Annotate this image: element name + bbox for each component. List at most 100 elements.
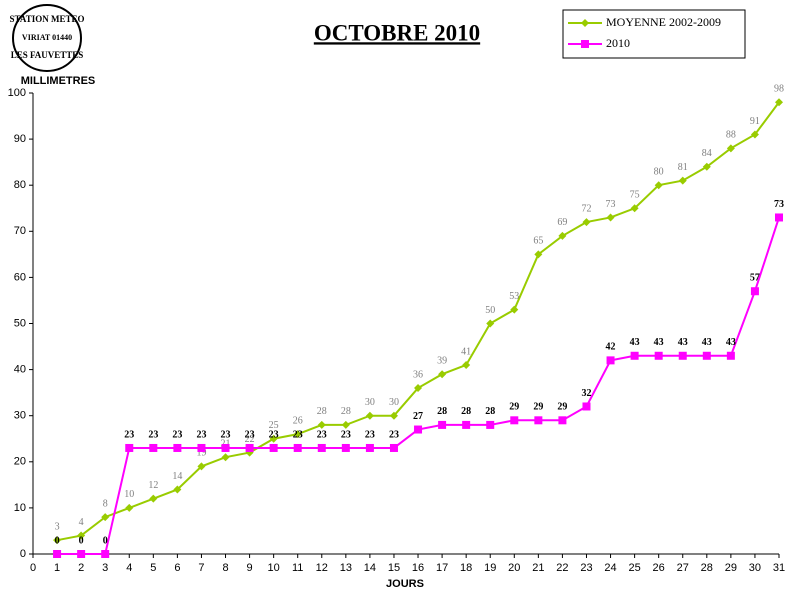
- data-label: 84: [702, 148, 712, 159]
- data-label: 28: [461, 406, 471, 417]
- x-tick-label: 29: [725, 562, 737, 574]
- marker: [678, 176, 687, 185]
- series-line: [56, 101, 780, 542]
- marker: [221, 443, 230, 452]
- data-label: 98: [774, 84, 784, 95]
- x-tick-label: 27: [677, 562, 689, 574]
- data-label: 39: [437, 356, 447, 367]
- marker: [606, 356, 615, 365]
- x-tick-label: 22: [556, 562, 568, 574]
- logo-text: LES FAUVETTES: [11, 50, 84, 60]
- marker: [341, 443, 350, 452]
- marker: [389, 411, 398, 420]
- marker: [293, 430, 302, 439]
- data-label: 23: [245, 429, 255, 440]
- data-label: 50: [485, 305, 495, 316]
- marker: [269, 443, 278, 452]
- data-label: 23: [293, 429, 303, 440]
- legend-box: [562, 9, 746, 59]
- x-tick-label: 21: [532, 562, 544, 574]
- x-tick-label: 26: [653, 562, 665, 574]
- data-label: 43: [726, 337, 736, 348]
- marker: [750, 287, 759, 296]
- marker: [438, 370, 447, 379]
- marker: [630, 204, 639, 213]
- logo: STATION METEO VIRIAT 01440 LES FAUVETTES: [10, 4, 85, 72]
- marker: [101, 513, 110, 522]
- data-label: 43: [678, 337, 688, 348]
- data-label: 23: [172, 429, 182, 440]
- data-label: 43: [702, 337, 712, 348]
- data-label: 14: [172, 471, 182, 482]
- x-tick-label: 23: [580, 562, 592, 574]
- marker: [125, 443, 134, 452]
- marker: [197, 443, 206, 452]
- x-tick-label: 13: [340, 562, 352, 574]
- marker: [606, 213, 615, 222]
- data-label: 53: [509, 291, 519, 302]
- marker: [365, 411, 374, 420]
- marker: [317, 420, 326, 429]
- x-tick-label: 5: [150, 562, 156, 574]
- marker: [341, 420, 350, 429]
- marker: [53, 550, 62, 558]
- logo-text: VIRIAT 01440: [22, 33, 72, 42]
- marker: [221, 453, 230, 462]
- marker: [389, 443, 398, 452]
- marker: [149, 494, 158, 503]
- data-label: 73: [774, 199, 784, 210]
- data-label: 41: [461, 346, 471, 357]
- legend-marker: [581, 40, 589, 48]
- marker: [775, 213, 783, 222]
- marker: [197, 462, 206, 471]
- x-tick-label: 20: [508, 562, 520, 574]
- marker: [630, 351, 639, 360]
- marker: [414, 384, 423, 393]
- data-label: 23: [317, 429, 327, 440]
- data-label: 0: [79, 535, 84, 546]
- x-tick-label: 8: [222, 562, 228, 574]
- data-label: 19: [196, 448, 206, 459]
- marker: [678, 351, 687, 360]
- marker: [486, 420, 495, 429]
- y-tick-label: 50: [14, 317, 26, 329]
- x-tick-label: 10: [268, 562, 280, 574]
- marker: [534, 250, 543, 259]
- marker: [414, 425, 423, 434]
- x-tick-label: 14: [364, 562, 376, 574]
- data-label: 23: [221, 429, 231, 440]
- data-label: 10: [124, 489, 134, 500]
- marker: [654, 181, 663, 190]
- y-tick-label: 100: [8, 87, 26, 99]
- marker: [149, 443, 158, 452]
- data-label: 28: [341, 406, 351, 417]
- x-tick-label: 30: [749, 562, 761, 574]
- logo-text: STATION METEO: [10, 14, 85, 24]
- data-label: 3: [55, 521, 60, 532]
- data-label: 4: [79, 517, 84, 528]
- x-tick-label: 19: [484, 562, 496, 574]
- marker: [101, 550, 110, 558]
- marker: [173, 443, 182, 452]
- legend-label: MOYENNE 2002-2009: [606, 15, 721, 29]
- marker: [775, 98, 783, 107]
- marker: [750, 130, 759, 139]
- marker: [558, 231, 567, 240]
- data-label: 30: [389, 397, 399, 408]
- x-tick-label: 0: [30, 562, 36, 574]
- x-tick-label: 4: [126, 562, 132, 574]
- y-tick-label: 20: [14, 456, 26, 468]
- x-tick-label: 9: [247, 562, 253, 574]
- data-label: 0: [55, 535, 60, 546]
- x-axis-label: JOURS: [386, 578, 424, 590]
- x-tick-label: 11: [292, 562, 303, 574]
- x-tick-label: 12: [316, 562, 328, 574]
- data-label: 65: [533, 236, 543, 247]
- data-label: 32: [581, 388, 591, 399]
- data-label: 23: [389, 429, 399, 440]
- data-label: 23: [365, 429, 375, 440]
- data-label: 29: [557, 402, 567, 413]
- marker: [582, 402, 591, 411]
- marker: [125, 503, 134, 512]
- data-label: 91: [750, 116, 760, 127]
